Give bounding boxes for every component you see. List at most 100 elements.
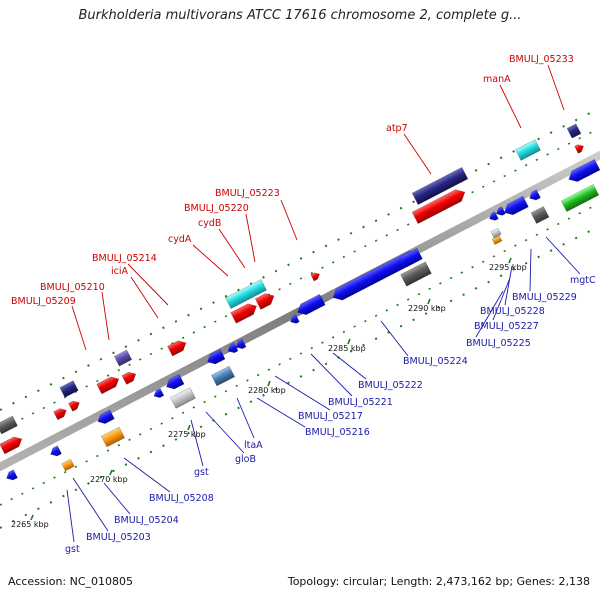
gene-05223-small[interactable] <box>310 271 321 282</box>
tick-label: 2285 kbp <box>328 344 366 353</box>
top-gene-label[interactable]: BMULJ_05210 <box>40 282 105 293</box>
gene-left-gray[interactable] <box>0 415 18 435</box>
gene-05216-b[interactable] <box>234 338 247 351</box>
gene-05233[interactable] <box>574 143 586 154</box>
gene-05216-a[interactable] <box>226 342 239 355</box>
bottom-leader-line <box>492 277 511 321</box>
top-gene-label[interactable]: BMULJ_05220 <box>184 203 249 214</box>
gene-05229-small[interactable] <box>527 189 541 203</box>
gene-labels[interactable]: BMULJ_05209 BMULJ_05210 BMULJ_05214 iciA cyd… <box>11 54 596 555</box>
top-leader-line <box>130 276 159 319</box>
bottom-gene-label[interactable]: BMULJ_05224 <box>403 356 468 367</box>
gene-05228[interactable] <box>502 195 529 218</box>
tick-label: 2290 kbp <box>408 304 446 313</box>
gene-05227-orange[interactable] <box>491 235 503 245</box>
gene-05204-blue[interactable] <box>96 409 115 426</box>
gene-05208-orange[interactable] <box>101 426 125 448</box>
bottom-leader-line <box>72 477 109 532</box>
gene-mana[interactable] <box>515 139 541 161</box>
tick-mark <box>347 338 351 345</box>
gene-left-blue-bottom[interactable] <box>4 469 18 483</box>
bottom-gene-label[interactable]: BMULJ_05225 <box>466 338 531 349</box>
bottom-gene-label[interactable]: BMULJ_05208 <box>149 493 214 504</box>
gene-05225-a[interactable] <box>488 211 499 223</box>
tick-label: 2295 kbp <box>489 263 527 272</box>
bottom-gene-label[interactable]: BMULJ_05227 <box>474 321 539 332</box>
top-gene-label[interactable]: BMULJ_05209 <box>11 296 76 307</box>
bottom-leader-line <box>380 320 409 357</box>
bottom-gene-label[interactable]: gst <box>194 467 209 478</box>
bottom-leader-line <box>66 489 75 543</box>
genome-summary-text: Topology: circular; Length: 2,473,162 bp… <box>287 575 590 588</box>
bottom-gene-label[interactable]: BMULJ_05222 <box>358 380 423 391</box>
tick-mark <box>427 298 431 305</box>
gene-05217[interactable] <box>295 293 326 318</box>
top-leader-line <box>127 263 169 306</box>
gene-right-blue-top[interactable] <box>566 158 600 184</box>
top-gene-label[interactable]: BMULJ_05233 <box>509 54 574 65</box>
bottom-leader-line <box>310 353 353 397</box>
gene-05209-b[interactable] <box>68 399 81 412</box>
bottom-gene-label[interactable]: gst <box>65 544 80 555</box>
gene-ltaa-steel[interactable] <box>211 365 235 387</box>
top-leader-line <box>499 84 522 129</box>
top-gene-label[interactable]: iciA <box>111 266 129 277</box>
bottom-gene-label[interactable]: BMULJ_05203 <box>86 532 151 543</box>
top-leader-line <box>101 291 110 341</box>
bottom-gene-label[interactable]: BMULJ_05216 <box>305 427 370 438</box>
bottom-gene-label[interactable]: ltaA <box>244 440 263 451</box>
bottom-gene-label[interactable]: BMULJ_05228 <box>480 306 545 317</box>
tick-label: 2275 kbp <box>168 430 206 439</box>
gene-features[interactable] <box>0 123 600 483</box>
gene-icia[interactable] <box>167 338 188 357</box>
gene-atp7[interactable] <box>411 186 468 224</box>
gene-05214[interactable] <box>121 370 138 385</box>
bottom-leader-line <box>332 352 367 380</box>
gene-gst-blue[interactable] <box>152 388 165 399</box>
bottom-leader-line <box>103 482 131 515</box>
bottom-gene-label[interactable]: BMULJ_05221 <box>328 397 393 408</box>
gene-cydb[interactable] <box>254 291 276 310</box>
gene-05233-navy[interactable] <box>566 123 582 139</box>
bottom-gene-label[interactable]: BMULJ_05204 <box>114 515 179 526</box>
gene-05229-gray[interactable] <box>530 206 550 224</box>
top-gene-label[interactable]: BMULJ_05223 <box>215 188 280 199</box>
top-gene-label[interactable]: cydA <box>168 234 192 245</box>
bottom-leader-line <box>475 290 504 338</box>
gene-05227-light[interactable] <box>490 227 502 239</box>
gene-glob-light[interactable] <box>170 387 196 409</box>
gene-gst-orange[interactable] <box>61 458 75 472</box>
gene-05214-purple[interactable] <box>113 349 133 367</box>
bottom-leader-line <box>205 411 245 454</box>
bottom-gene-label[interactable]: BMULJ_05229 <box>512 292 577 303</box>
gene-left-red-a[interactable] <box>0 434 24 455</box>
gene-right-green[interactable] <box>560 184 600 212</box>
top-gene-label[interactable]: BMULJ_05214 <box>92 253 157 264</box>
tick-mark <box>508 257 512 264</box>
gene-ltaa-blue[interactable] <box>205 348 226 367</box>
bottom-gene-label[interactable]: gloB <box>235 454 256 465</box>
gene-05209-navy[interactable] <box>59 380 79 398</box>
gene-05210[interactable] <box>96 374 122 395</box>
gene-cyan-large[interactable] <box>225 279 267 309</box>
top-gene-label[interactable]: cydB <box>198 218 221 229</box>
gene-05224-gray[interactable] <box>400 261 432 287</box>
bottom-leader-line <box>256 397 306 428</box>
gene-05203-blue[interactable] <box>48 445 62 459</box>
top-leader-line <box>245 213 256 263</box>
gene-cyda[interactable] <box>230 301 260 324</box>
gene-05209-a[interactable] <box>53 406 69 421</box>
top-leader-line <box>192 244 229 277</box>
tick-label: 2270 kbp <box>90 475 128 484</box>
top-gene-label[interactable]: manA <box>483 74 511 85</box>
gene-atp7-navy[interactable] <box>411 167 469 205</box>
gene-05217-small[interactable] <box>289 314 300 326</box>
bottom-leader-line <box>529 248 532 292</box>
tick-label: 2280 kbp <box>248 386 286 395</box>
bottom-gene-label[interactable]: BMULJ_05217 <box>298 411 363 422</box>
top-gene-label[interactable]: atp7 <box>386 123 408 134</box>
bottom-gene-label[interactable]: mgtC <box>570 275 596 286</box>
gene-gst2-blue[interactable] <box>164 373 185 392</box>
gene-05222[interactable] <box>396 247 423 270</box>
